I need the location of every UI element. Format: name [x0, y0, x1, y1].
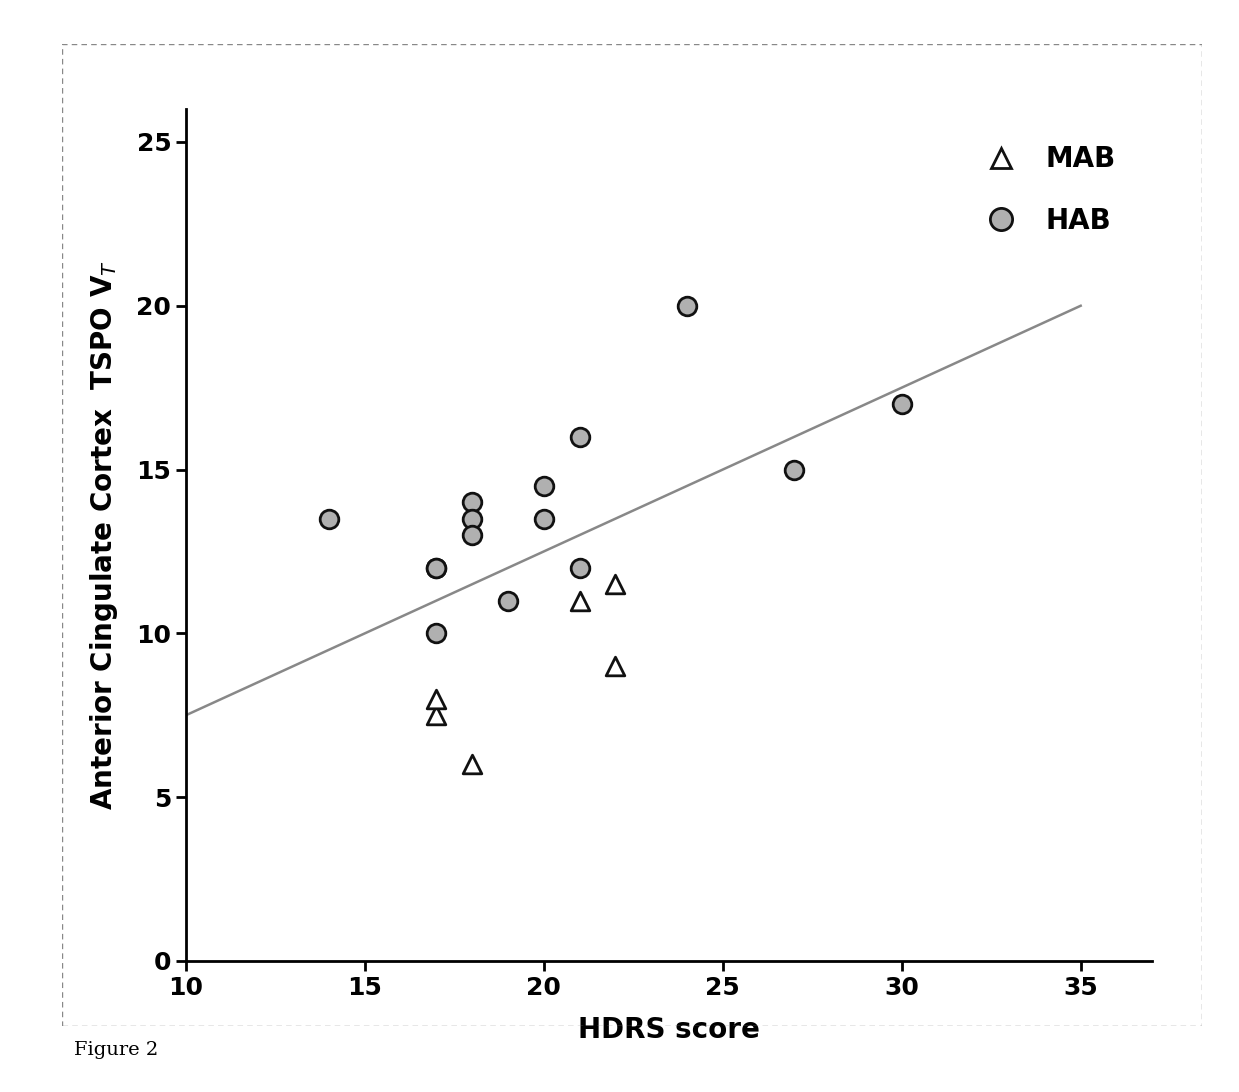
- Point: [462, 756, 482, 773]
- X-axis label: HDRS score: HDRS score: [579, 1017, 760, 1044]
- Point: [570, 428, 590, 446]
- Point: [570, 559, 590, 577]
- Point: [784, 461, 804, 478]
- Legend: MAB, HAB: MAB, HAB: [952, 123, 1139, 257]
- Point: [570, 592, 590, 609]
- Point: [426, 559, 446, 577]
- Point: [426, 690, 446, 708]
- Point: [534, 477, 554, 495]
- Point: [606, 575, 626, 593]
- Point: [320, 510, 339, 527]
- Point: [462, 510, 482, 527]
- Point: [462, 494, 482, 511]
- Y-axis label: Anterior Cingulate Cortex  TSPO V$_T$: Anterior Cingulate Cortex TSPO V$_T$: [88, 260, 120, 810]
- Point: [498, 592, 518, 609]
- Point: [676, 297, 696, 314]
- Point: [534, 510, 554, 527]
- Point: [606, 657, 626, 675]
- Point: [426, 559, 446, 577]
- Point: [426, 707, 446, 724]
- Text: Figure 2: Figure 2: [74, 1042, 159, 1059]
- Point: [892, 395, 912, 413]
- Point: [426, 625, 446, 642]
- Point: [462, 526, 482, 544]
